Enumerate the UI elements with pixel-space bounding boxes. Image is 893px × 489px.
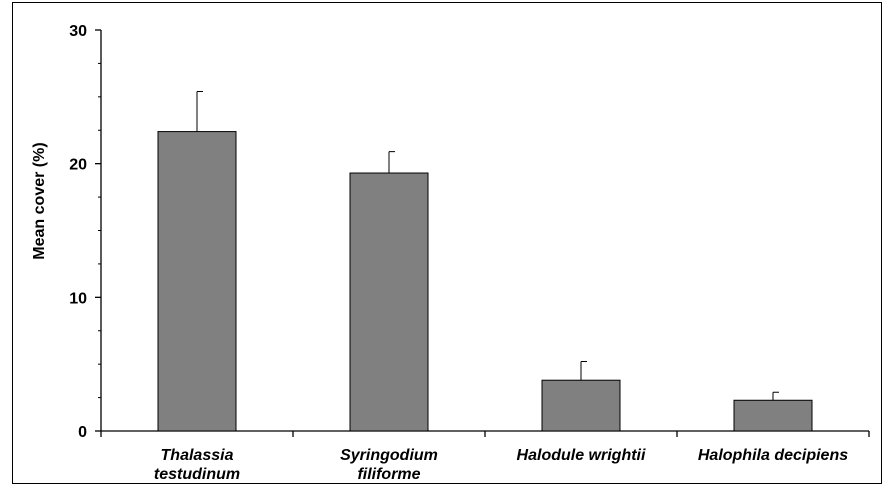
x-category-label: testudinum xyxy=(154,466,240,483)
y-tick-label: 0 xyxy=(78,424,87,441)
bar xyxy=(541,379,621,432)
x-category-label: Halophila decipiens xyxy=(698,447,848,464)
x-category-label: Syringodium xyxy=(340,447,438,464)
x-category-labels: Thalassia testudinum Syringodium filiforme H… xyxy=(154,447,848,483)
x-category-label: Thalassia xyxy=(161,447,234,464)
bar xyxy=(349,172,429,432)
bar xyxy=(733,399,813,432)
y-tick-label: 20 xyxy=(69,157,87,174)
bars xyxy=(157,90,813,432)
y-axis: 0 10 20 30 xyxy=(69,23,102,441)
x-category-label: Halodule wrightii xyxy=(517,447,646,464)
y-tick-label: 10 xyxy=(69,290,87,307)
bar xyxy=(157,131,237,432)
y-axis-title: Mean cover (%) xyxy=(31,142,48,259)
x-category-label: filiforme xyxy=(357,466,420,483)
y-tick-label: 30 xyxy=(69,23,87,40)
x-axis xyxy=(100,430,870,437)
